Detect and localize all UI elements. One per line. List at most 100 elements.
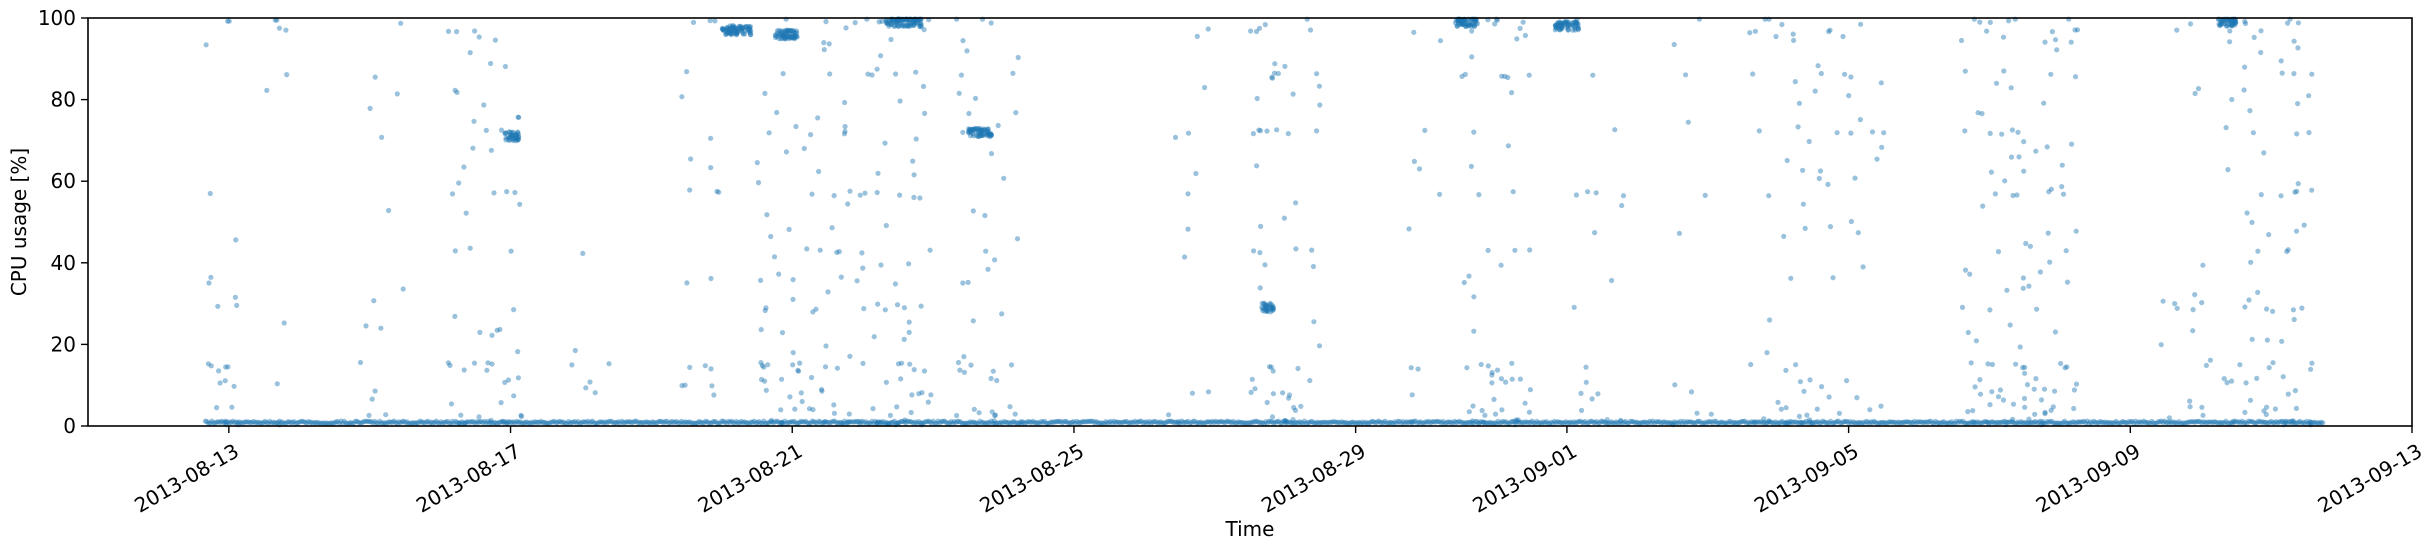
cluster-point xyxy=(968,133,974,139)
baseline-point xyxy=(1187,420,1193,427)
usage-point xyxy=(1205,389,1212,395)
baseline-point xyxy=(335,419,341,425)
usage-point xyxy=(901,305,908,311)
usage-point xyxy=(827,71,833,77)
cluster-point xyxy=(1264,307,1270,314)
baseline-point xyxy=(262,418,268,424)
baseline-point xyxy=(1802,419,1808,425)
baseline-point xyxy=(956,418,962,425)
baseline-point xyxy=(2129,418,2135,425)
baseline-point xyxy=(1474,418,1480,425)
cluster-point xyxy=(742,27,748,33)
usage-point xyxy=(2264,337,2270,343)
baseline-point xyxy=(594,420,601,426)
cluster-point xyxy=(2219,17,2225,23)
baseline-point xyxy=(833,420,840,426)
baseline-point xyxy=(1971,420,1977,426)
usage-point xyxy=(1790,31,1796,37)
cluster-point xyxy=(897,17,903,23)
usage-point xyxy=(515,114,521,120)
usage-point xyxy=(476,34,482,40)
baseline-point xyxy=(1543,419,1550,425)
baseline-point xyxy=(1692,420,1698,426)
baseline-point xyxy=(1269,419,1275,425)
cluster-point xyxy=(776,27,782,33)
baseline-point xyxy=(1374,419,1380,425)
baseline-point xyxy=(1351,420,1358,426)
baseline-point xyxy=(740,420,746,426)
baseline-point xyxy=(1216,419,1222,425)
usage-point xyxy=(1878,80,1884,86)
usage-point xyxy=(2195,86,2202,92)
usage-point xyxy=(2013,361,2019,367)
baseline-point xyxy=(993,420,999,426)
usage-point xyxy=(2022,364,2028,370)
baseline-point xyxy=(1175,418,1182,425)
cluster-point xyxy=(1564,19,1570,25)
baseline-point xyxy=(1256,420,1262,426)
baseline-point xyxy=(924,419,930,425)
baseline-point xyxy=(1359,419,1366,425)
baseline-point xyxy=(1355,420,1361,426)
cluster-point xyxy=(2226,18,2232,24)
baseline-point xyxy=(693,420,699,426)
cluster-point xyxy=(2229,20,2235,26)
baseline-point xyxy=(2065,420,2071,426)
usage-point xyxy=(1750,71,1756,77)
baseline-point xyxy=(772,419,778,425)
cluster-point xyxy=(739,27,745,33)
cluster-point xyxy=(1460,21,1466,27)
usage-point xyxy=(1280,390,1286,396)
usage-point xyxy=(2255,248,2261,254)
baseline-point xyxy=(730,419,736,426)
baseline-point xyxy=(607,418,614,424)
baseline-point xyxy=(2270,420,2276,426)
cluster-point xyxy=(1575,27,1581,33)
cluster-point xyxy=(2221,17,2227,23)
cluster-point xyxy=(1572,25,1578,31)
cluster-point xyxy=(1456,18,1462,24)
cluster-point xyxy=(507,129,513,135)
cluster-point xyxy=(886,21,892,27)
usage-point xyxy=(1970,408,1976,414)
usage-point xyxy=(1527,387,1533,393)
baseline-point xyxy=(2032,418,2039,425)
cluster-point xyxy=(2228,17,2234,23)
cluster-point xyxy=(1269,307,1276,314)
baseline-point xyxy=(1384,420,1390,426)
baseline-point xyxy=(320,420,326,426)
cluster-point xyxy=(725,26,731,32)
baseline-point xyxy=(2039,420,2045,426)
baseline-point xyxy=(1529,418,1535,424)
baseline-point xyxy=(1524,419,1530,425)
usage-point xyxy=(477,329,483,335)
cluster-point xyxy=(728,24,734,31)
baseline-point xyxy=(1421,420,1427,426)
cluster-point xyxy=(724,25,731,31)
usage-point xyxy=(2242,64,2248,70)
baseline-point xyxy=(883,419,890,425)
baseline-point xyxy=(720,418,727,424)
baseline-point xyxy=(1429,419,1435,425)
baseline-point xyxy=(919,420,925,426)
usage-point xyxy=(771,254,778,260)
baseline-point xyxy=(2223,418,2229,424)
cluster-point xyxy=(967,126,973,132)
usage-point xyxy=(1437,38,1444,44)
usage-point xyxy=(1494,17,1500,23)
cluster-point xyxy=(724,26,730,32)
baseline-point xyxy=(954,418,961,424)
cluster-point xyxy=(724,29,730,35)
baseline-point xyxy=(2049,418,2055,424)
baseline-point xyxy=(1358,420,1364,427)
cluster-point xyxy=(1457,18,1463,25)
baseline-point xyxy=(2152,420,2158,426)
baseline-point xyxy=(574,420,580,426)
usage-point xyxy=(2058,360,2064,367)
baseline-point xyxy=(853,418,859,425)
baseline-point xyxy=(1487,419,1493,425)
cluster-point xyxy=(1569,20,1575,27)
usage-point xyxy=(1797,379,1803,385)
baseline-point xyxy=(483,420,489,426)
